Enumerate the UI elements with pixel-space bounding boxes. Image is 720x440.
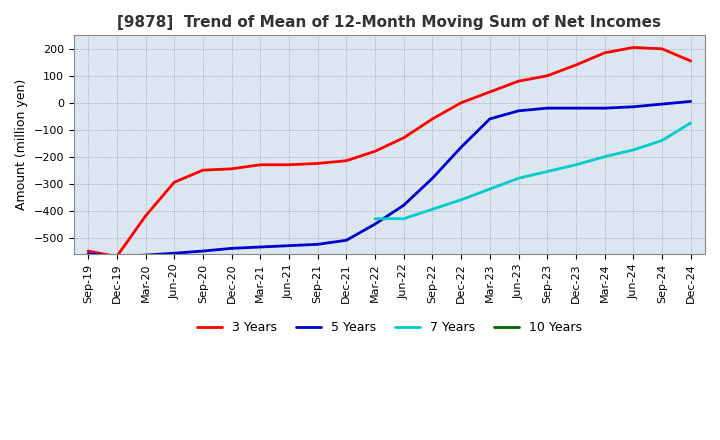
5 Years xyxy=(199,249,207,254)
7 Years xyxy=(600,154,609,159)
5 Years xyxy=(514,108,523,114)
3 Years xyxy=(543,73,552,78)
5 Years xyxy=(400,202,408,208)
7 Years xyxy=(456,197,465,202)
3 Years xyxy=(170,180,179,185)
5 Years xyxy=(485,116,494,121)
5 Years xyxy=(256,244,264,249)
3 Years xyxy=(141,213,150,219)
5 Years xyxy=(600,106,609,111)
5 Years xyxy=(572,106,580,111)
5 Years xyxy=(284,243,293,248)
7 Years xyxy=(371,216,379,221)
3 Years xyxy=(284,162,293,167)
5 Years xyxy=(629,104,638,110)
3 Years xyxy=(400,135,408,140)
7 Years xyxy=(543,169,552,174)
7 Years xyxy=(485,187,494,192)
3 Years xyxy=(256,162,264,167)
5 Years xyxy=(228,246,236,251)
Legend: 3 Years, 5 Years, 7 Years, 10 Years: 3 Years, 5 Years, 7 Years, 10 Years xyxy=(192,316,587,339)
3 Years xyxy=(686,59,695,64)
3 Years xyxy=(228,166,236,172)
3 Years xyxy=(428,116,437,121)
3 Years xyxy=(371,149,379,154)
3 Years xyxy=(657,46,666,51)
7 Years xyxy=(657,138,666,143)
3 Years xyxy=(112,254,121,259)
3 Years xyxy=(342,158,351,163)
5 Years xyxy=(84,251,92,257)
Line: 5 Years: 5 Years xyxy=(88,101,690,257)
5 Years xyxy=(657,102,666,107)
3 Years xyxy=(84,249,92,254)
7 Years xyxy=(428,207,437,212)
7 Years xyxy=(572,162,580,167)
7 Years xyxy=(400,216,408,221)
Line: 3 Years: 3 Years xyxy=(88,48,690,257)
3 Years xyxy=(456,100,465,106)
3 Years xyxy=(313,161,322,166)
7 Years xyxy=(686,120,695,125)
Line: 7 Years: 7 Years xyxy=(375,123,690,219)
3 Years xyxy=(485,89,494,95)
5 Years xyxy=(686,99,695,104)
5 Years xyxy=(543,106,552,111)
7 Years xyxy=(629,147,638,153)
5 Years xyxy=(371,221,379,227)
5 Years xyxy=(141,253,150,258)
Y-axis label: Amount (million yen): Amount (million yen) xyxy=(15,79,28,210)
5 Years xyxy=(313,242,322,247)
3 Years xyxy=(629,45,638,50)
5 Years xyxy=(456,145,465,150)
5 Years xyxy=(112,254,121,259)
3 Years xyxy=(572,62,580,68)
3 Years xyxy=(199,168,207,173)
Title: [9878]  Trend of Mean of 12-Month Moving Sum of Net Incomes: [9878] Trend of Mean of 12-Month Moving … xyxy=(117,15,662,30)
5 Years xyxy=(170,250,179,256)
5 Years xyxy=(428,176,437,181)
3 Years xyxy=(600,50,609,55)
5 Years xyxy=(342,238,351,243)
3 Years xyxy=(514,78,523,84)
7 Years xyxy=(514,176,523,181)
